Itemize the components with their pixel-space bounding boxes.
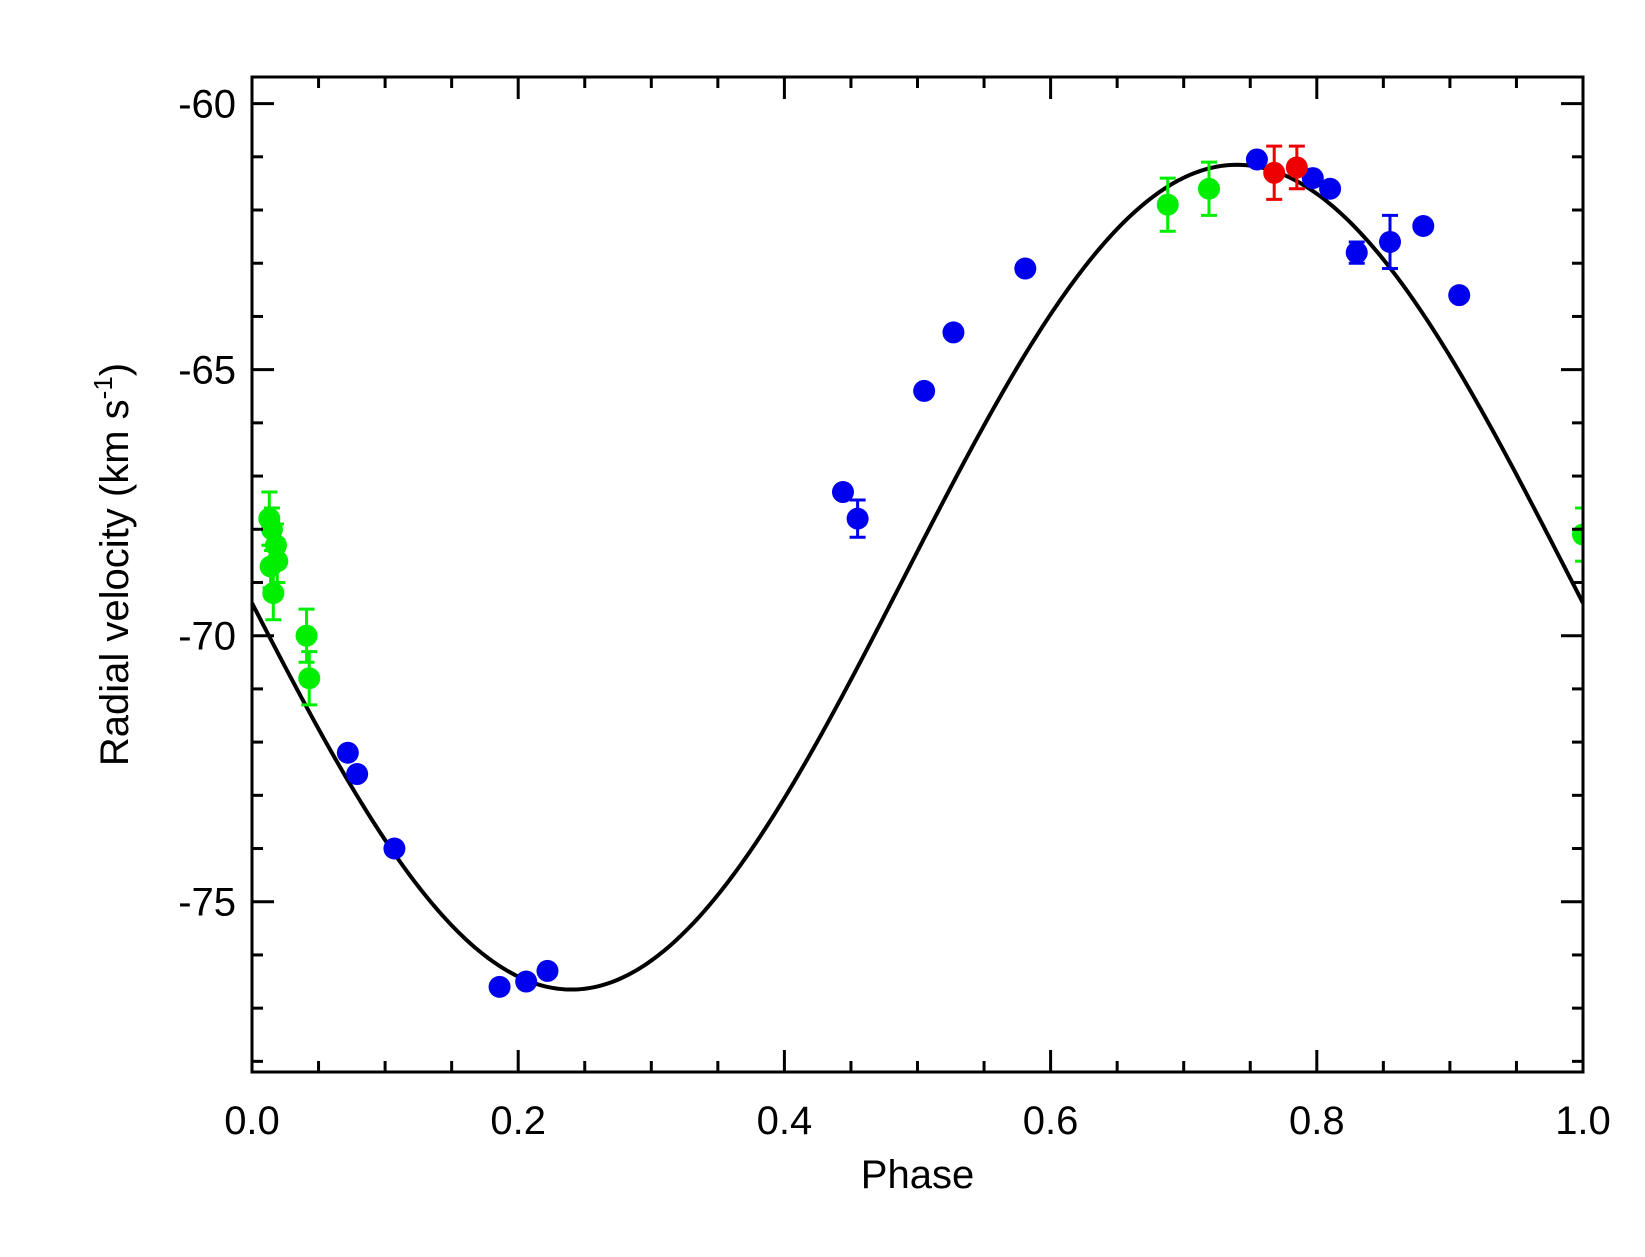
y-tick-label: -60 xyxy=(178,83,236,127)
data-point xyxy=(1301,167,1324,190)
data-point xyxy=(846,507,869,530)
data-point xyxy=(1285,156,1308,179)
chart-marks xyxy=(250,144,1585,998)
data-point xyxy=(1263,161,1286,184)
data-point xyxy=(346,763,369,786)
x-tick-label: 0.2 xyxy=(490,1099,546,1143)
data-point xyxy=(515,970,538,993)
y-tick-label: -75 xyxy=(178,881,236,925)
data-point xyxy=(1345,241,1368,264)
x-tick-label: 0.8 xyxy=(1289,1099,1345,1143)
data-point xyxy=(295,624,318,647)
x-tick-label: 0.0 xyxy=(224,1099,280,1143)
y-axis-label-main: Radial velocity (km s xyxy=(93,399,137,766)
data-points xyxy=(258,144,1583,998)
data-point xyxy=(536,959,559,982)
data-point xyxy=(1245,148,1268,171)
data-point xyxy=(383,837,406,860)
y-axis-label: Radial velocity (km s-1) xyxy=(88,363,137,766)
y-tick-label: -65 xyxy=(178,349,236,393)
data-point xyxy=(488,975,511,998)
model-curve xyxy=(250,162,1585,992)
data-point xyxy=(1156,193,1179,216)
data-point xyxy=(1379,230,1402,253)
data-point xyxy=(831,481,854,504)
tick-labels: 0.0 0.2 0.4 0.6 0.8 1.0 -60 -65 -70 -75 xyxy=(178,83,1611,1143)
data-point xyxy=(1319,177,1342,200)
data-point xyxy=(336,741,359,764)
data-point xyxy=(913,379,936,402)
data-point xyxy=(1197,177,1220,200)
axis-ticks xyxy=(250,77,1585,1072)
x-tick-label: 1.0 xyxy=(1555,1099,1611,1143)
y-axis-label-superscript: -1 xyxy=(88,376,118,399)
x-axis-label: Phase xyxy=(861,1153,974,1197)
data-point xyxy=(266,550,289,573)
data-point xyxy=(1014,257,1037,280)
y-axis-label-suffix: ) xyxy=(93,363,137,376)
data-point xyxy=(1448,284,1471,307)
data-point xyxy=(262,582,285,605)
x-tick-label: 0.6 xyxy=(1023,1099,1079,1143)
data-point xyxy=(298,667,321,690)
y-tick-label: -70 xyxy=(178,615,236,659)
x-tick-label: 0.4 xyxy=(757,1099,813,1143)
data-point xyxy=(942,321,965,344)
data-point xyxy=(1412,214,1435,237)
